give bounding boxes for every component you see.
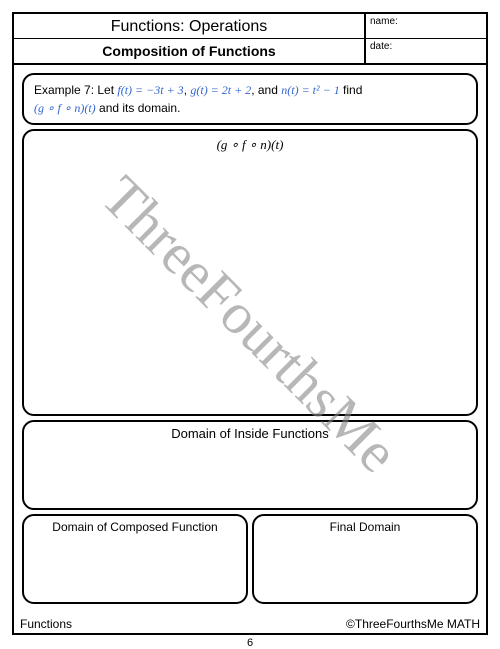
work-label: (g ∘ f ∘ n)(t) [217, 137, 284, 152]
work-area: (g ∘ f ∘ n)(t) [22, 129, 478, 416]
footer: Functions ©ThreeFourthsMe MATH [14, 617, 486, 631]
date-field: date: [366, 39, 486, 64]
footer-right: ©ThreeFourthsMe MATH [346, 617, 480, 631]
g-def: g(t) = 2t + 2 [190, 83, 251, 97]
worksheet-page: Functions: Operations Composition of Fun… [12, 12, 488, 635]
meta-block: name: date: [366, 14, 486, 63]
example-prompt: Example 7: Let f(t) = −3t + 3, g(t) = 2t… [22, 73, 478, 125]
title-main: Functions: Operations [14, 14, 364, 39]
example-suffix: find [343, 83, 362, 97]
final-domain-label: Final Domain [330, 520, 401, 534]
page-number: 6 [247, 637, 253, 649]
final-domain-box: Final Domain [252, 514, 478, 604]
title-block: Functions: Operations Composition of Fun… [14, 14, 366, 63]
name-field: name: [366, 14, 486, 39]
content-area: Example 7: Let f(t) = −3t + 3, g(t) = 2t… [14, 65, 486, 612]
domain-composed-label: Domain of Composed Function [52, 520, 217, 534]
domain-composed-box: Domain of Composed Function [22, 514, 248, 604]
domain-inside-label: Domain of Inside Functions [171, 426, 329, 441]
header: Functions: Operations Composition of Fun… [14, 14, 486, 65]
n-def: n(t) = t² − 1 [281, 83, 339, 97]
example-line2-suffix: and its domain. [99, 101, 180, 115]
name-label: name: [370, 16, 398, 27]
f-def: f(t) = −3t + 3 [117, 83, 183, 97]
domain-inside-box: Domain of Inside Functions [22, 420, 478, 510]
example-prefix: Example 7: Let [34, 83, 117, 97]
footer-left: Functions [20, 617, 72, 631]
date-label: date: [370, 41, 392, 52]
bottom-row: Domain of Composed Function Final Domain [22, 514, 478, 604]
compose-expr: (g ∘ f ∘ n)(t) [34, 101, 96, 115]
title-subtitle: Composition of Functions [14, 39, 364, 63]
